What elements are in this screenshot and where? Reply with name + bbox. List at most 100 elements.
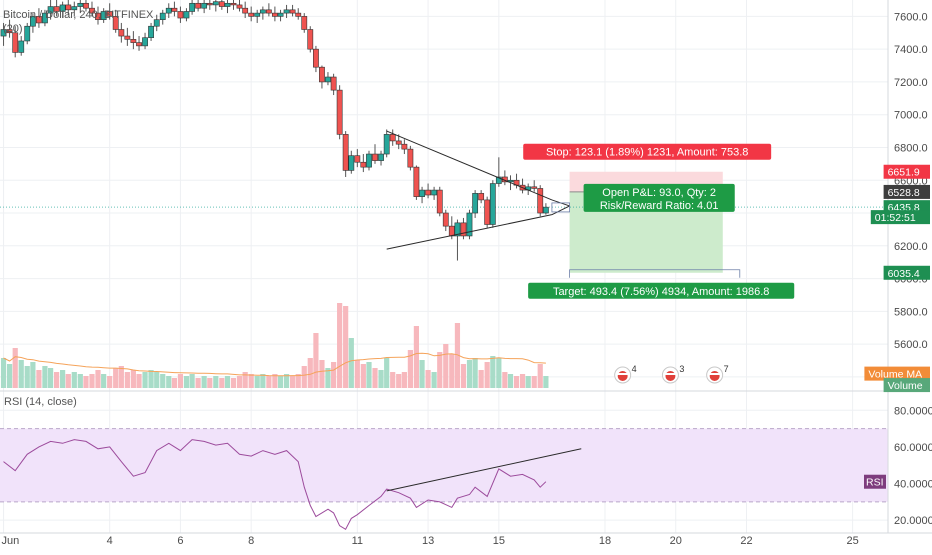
candle-body: [448, 225, 455, 237]
candle-body: [218, 1, 225, 7]
target-bracket: [569, 269, 741, 278]
price-tag-bg: [883, 164, 930, 179]
drawings-layer: [386, 130, 741, 278]
event-marker-group: 4: [614, 364, 637, 384]
candle-body: [0, 29, 7, 37]
price-tag-group: 01:52:51: [870, 210, 930, 225]
candle-body: [189, 2, 196, 12]
volume-bar: [230, 378, 237, 388]
volume-bar: [195, 378, 201, 388]
chart-title: Bitcoin / Dollar, 240, BITFINEX: [3, 9, 154, 21]
volume-bar: [254, 376, 260, 388]
candle-body: [89, 7, 95, 14]
volume-bar: [543, 376, 549, 388]
candle-body: [407, 148, 414, 168]
price-tag-label: 6035.4: [888, 268, 920, 280]
candle-body: [153, 19, 160, 27]
candle-body: [431, 189, 437, 196]
volume-bar: [431, 372, 437, 388]
volume-layer: [0, 303, 549, 388]
volume-bar: [6, 364, 13, 388]
candle-body: [289, 9, 296, 14]
volume-bar: [454, 323, 461, 388]
triangle-lower-line: [386, 214, 553, 250]
target-label: Target: 493.4 (7.56%) 4934, Amount: 1986…: [553, 286, 769, 298]
volume-bar: [118, 366, 124, 388]
volume-bar: [260, 374, 266, 388]
volume-bar: [319, 360, 325, 388]
volume-bar: [189, 374, 195, 388]
volume-bar: [437, 352, 443, 388]
rsi-band: [0, 428, 888, 502]
candle-body: [283, 9, 290, 14]
candle-body: [254, 12, 261, 17]
candle-body: [201, 2, 208, 9]
volume-bar: [272, 374, 278, 388]
volume-bar: [107, 376, 113, 388]
volume-bar: [484, 362, 490, 388]
event-marker-group: 3: [661, 364, 684, 384]
rsi-line: [3, 439, 547, 531]
price-tick-label: 6800.0: [894, 142, 928, 154]
volume-bar: [160, 374, 166, 388]
candle-body: [425, 189, 431, 196]
candle-body: [531, 186, 538, 189]
candle-body: [100, 11, 107, 20]
volume-bar: [77, 374, 83, 388]
volume-bar: [354, 360, 360, 388]
candle-body: [136, 42, 142, 47]
candle-body: [53, 6, 60, 12]
volume-bar: [449, 354, 455, 388]
volume-bar: [30, 362, 36, 388]
volume-bar: [12, 348, 18, 388]
volume-bar: [496, 358, 502, 388]
volume-bar: [460, 364, 467, 388]
stop-label: Stop: 123.1 (1.89%) 1231, Amount: 753.8: [546, 147, 748, 159]
price-tag-group: Volume: [883, 378, 930, 393]
candle-body: [71, 6, 78, 11]
volume-bar: [419, 360, 425, 388]
date-tick-label: 6: [177, 535, 183, 547]
candle-body: [24, 25, 31, 42]
volume-bar: [183, 376, 190, 388]
candle-body: [366, 153, 372, 168]
candle-body: [142, 37, 148, 47]
volume-bar: [171, 378, 178, 388]
candle-body: [542, 206, 549, 214]
price-tag-label: 6528.8: [888, 187, 920, 199]
date-tick-label: 4: [107, 535, 113, 547]
volume-bar: [124, 372, 130, 388]
volume-bar: [366, 362, 372, 388]
candle-body: [36, 16, 42, 24]
volume-bar: [490, 356, 496, 388]
candle-body: [242, 7, 249, 14]
candle-body: [230, 2, 237, 6]
volume-bar: [325, 368, 331, 388]
volume-bar: [89, 374, 95, 388]
volume-bar: [519, 374, 526, 388]
rsi-tag-label: RSI: [866, 477, 884, 489]
candle-body: [12, 32, 19, 53]
volume-bar: [331, 362, 337, 388]
price-tag-label: Volume: [888, 380, 923, 392]
rsi-pane: [0, 390, 932, 531]
volume-bar: [502, 372, 508, 388]
date-tick-label: 15: [493, 535, 505, 547]
triangle-upper-line: [386, 130, 553, 201]
candle-body: [319, 66, 325, 83]
price-tag-group: 6528.8: [883, 184, 930, 199]
date-tick-label: 20: [670, 535, 682, 547]
candle-body: [436, 189, 443, 214]
price-tick-label: 7600.0: [894, 11, 928, 23]
volume-bar: [301, 366, 307, 388]
rsi-tick-label: 60.0000: [894, 442, 932, 454]
candle-body: [183, 11, 190, 19]
candle-body: [47, 6, 54, 14]
volume-bar: [289, 376, 296, 388]
candle-body: [171, 7, 178, 12]
date-tick-label: 13: [422, 535, 434, 547]
candle-body: [442, 212, 449, 227]
